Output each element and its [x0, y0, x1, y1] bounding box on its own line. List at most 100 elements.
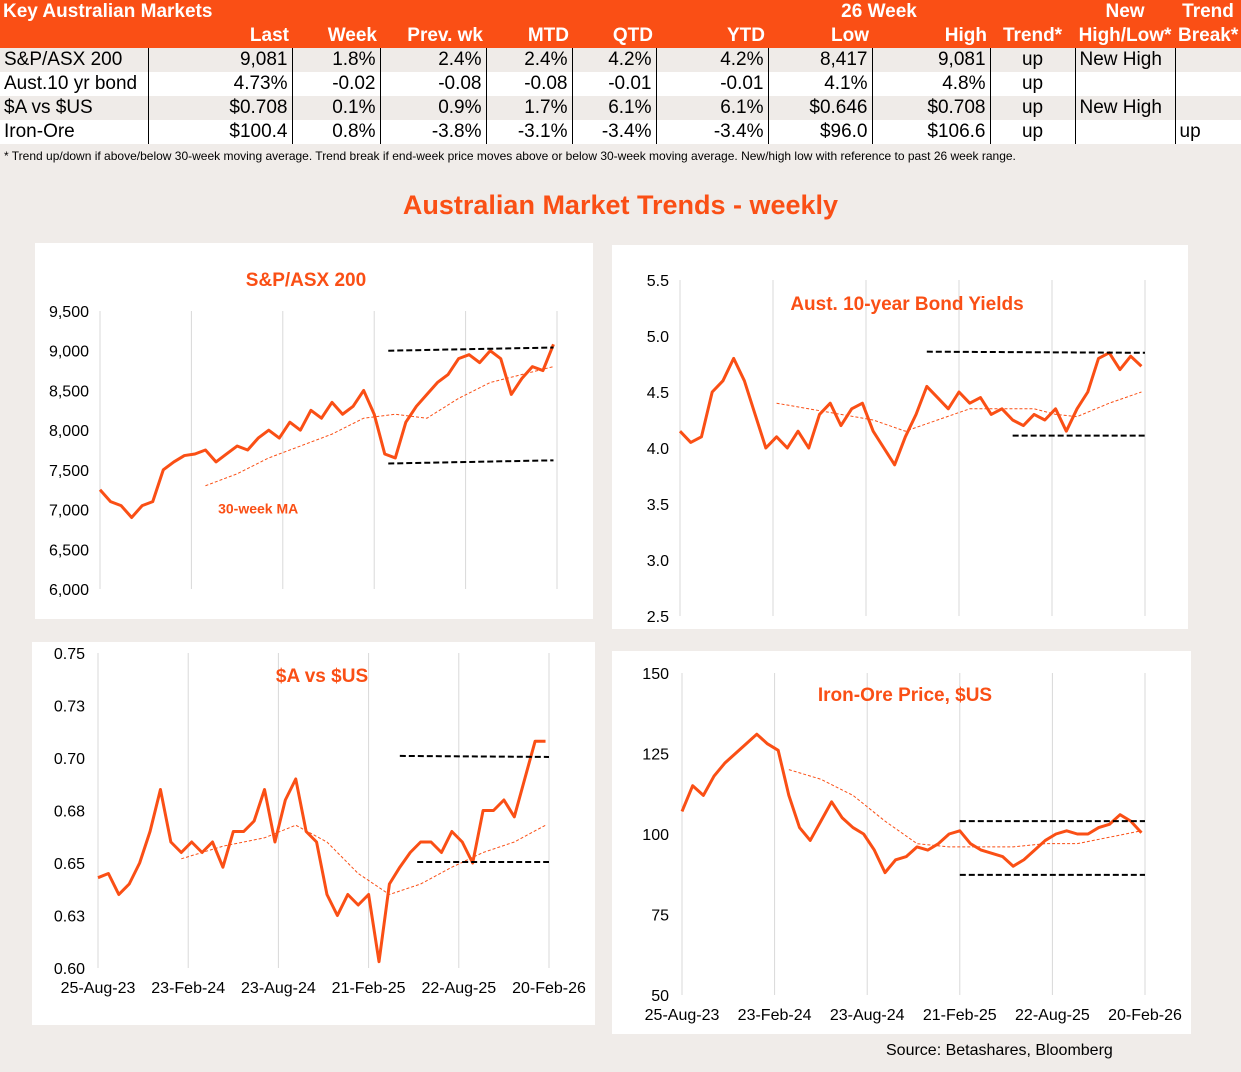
table-cell: up	[989, 48, 1076, 72]
resistance-line	[399, 754, 550, 758]
table-cell: -0.01	[571, 72, 656, 96]
y-tick-label: 0.70	[54, 751, 85, 768]
table-cell: 8,417	[767, 48, 872, 72]
table-cell: 4.2%	[571, 48, 656, 72]
table-cell	[1074, 72, 1176, 96]
table-cell	[1174, 96, 1241, 120]
x-tick-label: 25-Aug-23	[645, 1007, 720, 1024]
price-line	[98, 343, 555, 520]
y-tick-label: 8,500	[49, 383, 89, 400]
price-line	[678, 351, 1143, 467]
markets-table: Key Australian Markets 26 Week New Trend…	[0, 0, 1241, 144]
table-cell: 9,081	[147, 48, 292, 72]
table-cell	[1174, 48, 1241, 72]
table-cell: 9,081	[871, 48, 991, 72]
table-cell: New High	[1074, 48, 1176, 72]
ma-annotation: 30-week MA	[218, 501, 298, 517]
chart-iron-ore	[612, 651, 1191, 1034]
y-tick-label: 9,500	[49, 304, 89, 321]
chart-asx200	[35, 243, 593, 619]
table-cell: 4.2%	[655, 48, 768, 72]
chart-title: Aust. 10-year Bond Yields	[790, 294, 1023, 315]
y-tick-label: 7,000	[49, 503, 89, 520]
y-tick-label: 0.73	[54, 699, 85, 716]
table-cell: -0.01	[655, 72, 768, 96]
support-line	[388, 459, 554, 465]
source-note: Source: Betashares, Bloomberg	[886, 1042, 1113, 1059]
y-tick-label: 4.5	[647, 385, 669, 402]
table-cell: 1.8%	[291, 48, 380, 72]
table-cell: $100.4	[147, 120, 292, 144]
moving-average-line	[205, 366, 554, 487]
x-tick-label: 23-Aug-24	[830, 1007, 905, 1024]
table-title: Key Australian Markets	[0, 0, 486, 24]
table-cell: -3.4%	[571, 120, 656, 144]
table-cell: -0.02	[291, 72, 380, 96]
moving-average-line	[181, 824, 546, 896]
x-tick-label: 21-Feb-25	[923, 1007, 997, 1024]
column-header: Prev. wk	[380, 24, 486, 48]
y-tick-label: 8,000	[49, 423, 89, 440]
header-trend: Trend	[1175, 0, 1241, 24]
x-tick-label: 22-Aug-25	[421, 980, 496, 997]
column-header: Week	[292, 24, 380, 48]
moving-average-line	[776, 391, 1142, 432]
y-tick-label: 3.0	[647, 553, 669, 570]
y-tick-label: 0.65	[54, 856, 85, 873]
table-cell: $0.646	[767, 96, 872, 120]
row-label: Iron-Ore	[0, 120, 148, 144]
x-tick-label: 20-Feb-26	[512, 980, 586, 997]
header-new: New	[1075, 0, 1176, 24]
y-tick-label: 50	[651, 988, 669, 1005]
y-tick-label: 4.0	[647, 441, 669, 458]
table-cell: 0.1%	[291, 96, 380, 120]
row-label: $A vs $US	[0, 96, 148, 120]
y-tick-label: 0.60	[54, 961, 85, 978]
page-title: Australian Market Trends - weekly	[402, 190, 839, 220]
table-cell: 2.4%	[379, 48, 486, 72]
x-tick-label: 20-Feb-26	[1108, 1007, 1182, 1024]
table-cell: 2.4%	[485, 48, 572, 72]
column-header: Break*	[1175, 24, 1241, 48]
chart-title: S&P/ASX 200	[246, 270, 366, 291]
table-row: S&P/ASX 200 9,081 1.8% 2.4% 2.4% 4.2% 4.2% 8,41…	[0, 48, 1241, 72]
table-cell: up	[1174, 120, 1241, 144]
table-cell: New High	[1074, 96, 1176, 120]
table-cell: 6.1%	[571, 96, 656, 120]
table-cell: $0.708	[871, 96, 991, 120]
y-tick-label: 3.5	[647, 497, 669, 514]
moving-average-line	[788, 769, 1142, 848]
table-cell: -3.4%	[655, 120, 768, 144]
column-header: High/Low*	[1075, 24, 1176, 48]
column-header: QTD	[572, 24, 656, 48]
x-tick-label: 23-Feb-24	[738, 1007, 812, 1024]
table-cell	[1174, 72, 1241, 96]
y-tick-label: 9,000	[49, 344, 89, 361]
x-tick-label: 21-Feb-25	[332, 980, 406, 997]
row-label: Aust.10 yr bond	[0, 72, 148, 96]
table-cell: $0.708	[147, 96, 292, 120]
table-cell: -0.08	[379, 72, 486, 96]
table-cell: 4.8%	[871, 72, 991, 96]
y-tick-label: 5.5	[647, 273, 669, 290]
price-line	[680, 732, 1143, 875]
y-tick-label: 100	[642, 827, 669, 844]
table-row: $A vs $US $0.708 0.1% 0.9% 1.7% 6.1% 6.1% $0.64…	[0, 96, 1241, 120]
column-header: High	[872, 24, 991, 48]
table-cell: up	[989, 72, 1076, 96]
table-cell: 6.1%	[655, 96, 768, 120]
y-tick-label: 75	[651, 908, 669, 925]
column-header: Last	[148, 24, 292, 48]
y-tick-label: 7,500	[49, 463, 89, 480]
chart-aud-usd	[32, 642, 595, 1025]
group-header-26-week: 26 Week	[768, 0, 991, 24]
y-tick-label: 5.0	[647, 329, 669, 346]
row-label: S&P/ASX 200	[0, 48, 148, 72]
table-cell: 1.7%	[485, 96, 572, 120]
y-tick-label: 6,500	[49, 542, 89, 559]
column-header: Low	[768, 24, 872, 48]
table-cell	[1074, 120, 1176, 144]
column-header: MTD	[486, 24, 572, 48]
table-cell: 4.73%	[147, 72, 292, 96]
